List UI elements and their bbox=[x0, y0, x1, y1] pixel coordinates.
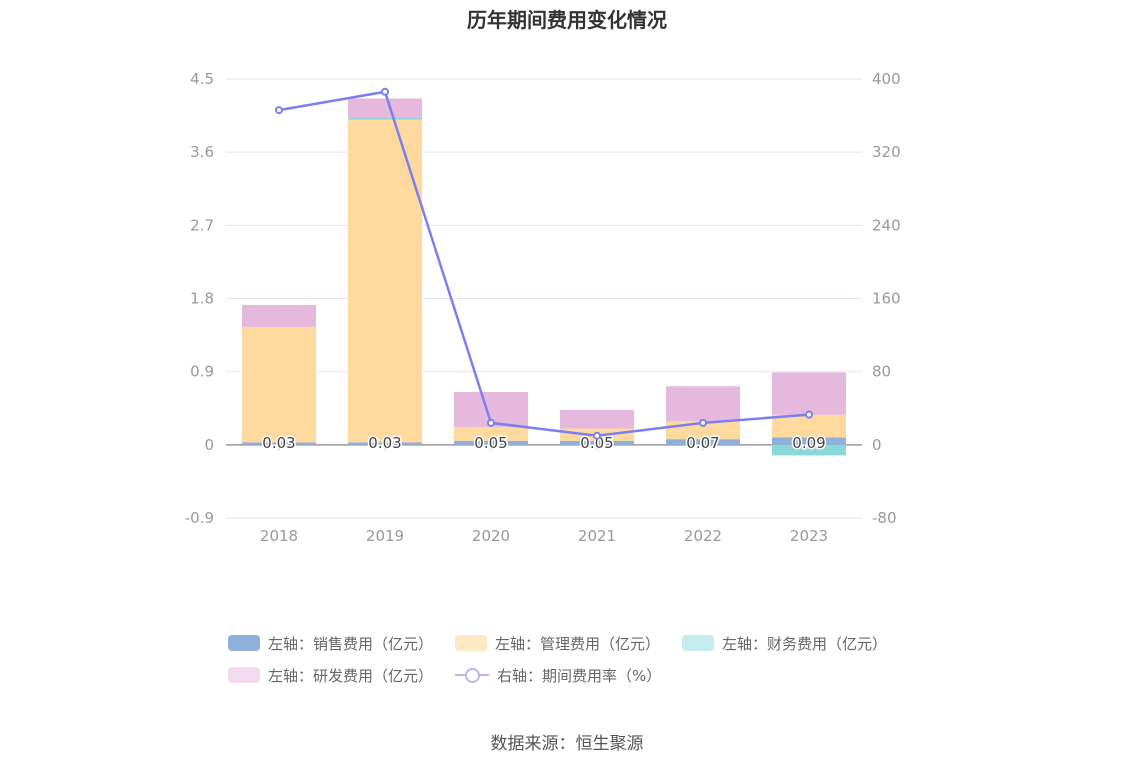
data-label: 0.03 bbox=[368, 434, 401, 452]
bar-segment bbox=[666, 386, 740, 422]
data-label: 0.05 bbox=[474, 434, 507, 452]
x-axis-tick-label: 2018 bbox=[260, 527, 298, 545]
legend-row-2: 左轴：研发费用（亿元） 右轴：期间费用率（%） bbox=[228, 664, 683, 686]
bar-segment bbox=[348, 117, 422, 120]
legend-swatch bbox=[228, 667, 260, 683]
bar-segment bbox=[348, 442, 422, 445]
bar-segment bbox=[772, 372, 846, 415]
right-axis-tick-label: 80 bbox=[872, 363, 891, 381]
bar-segment bbox=[348, 119, 422, 443]
rate-point bbox=[593, 431, 601, 440]
bar-segment bbox=[772, 444, 846, 456]
chart-plot: 4.5 400 3.6 320 2.7 240 1.8 160 0.9 80 0 0 -0.9 -80 20… bbox=[185, 70, 901, 545]
legend-label: 左轴：财务费用（亿元） bbox=[722, 634, 888, 653]
legend-item[interactable]: 左轴：管理费用（亿元） bbox=[455, 633, 660, 654]
legend-row-1: 左轴：销售费用（亿元） 左轴：管理费用（亿元） 左轴：财务费用（亿元） bbox=[228, 632, 909, 654]
bar-segment bbox=[666, 439, 740, 445]
bar-segment bbox=[454, 426, 528, 441]
rate-point bbox=[275, 106, 283, 115]
legend-item[interactable]: 右轴：期间费用率（%） bbox=[455, 665, 661, 686]
bar-segment bbox=[560, 409, 634, 429]
right-axis-tick-label: 160 bbox=[872, 290, 901, 308]
bar-segment bbox=[242, 442, 316, 445]
left-axis-tick-label: 0.9 bbox=[190, 363, 214, 381]
bar-segment bbox=[560, 440, 634, 445]
right-axis-tick-label: 240 bbox=[872, 216, 901, 234]
chart-title: 历年期间费用变化情况 bbox=[467, 8, 667, 32]
legend-label: 左轴：管理费用（亿元） bbox=[495, 634, 661, 653]
bar-segment bbox=[772, 414, 846, 438]
right-axis-tick-label: 0 bbox=[872, 436, 882, 454]
legend-swatch bbox=[228, 635, 260, 651]
bar-segment bbox=[242, 305, 316, 327]
legend-item[interactable]: 左轴：财务费用（亿元） bbox=[682, 633, 887, 654]
legend-swatch bbox=[682, 635, 715, 651]
rate-point bbox=[487, 418, 495, 427]
right-axis-tick-label: 320 bbox=[872, 143, 901, 161]
left-axis-tick-label: 2.7 bbox=[190, 216, 214, 234]
left-axis-tick-label: 1.8 bbox=[190, 290, 214, 308]
data-label: 0.05 bbox=[580, 434, 613, 452]
bar-segment bbox=[348, 98, 422, 118]
source-note: 数据来源：恒生聚源 bbox=[490, 734, 644, 754]
data-label: 0.07 bbox=[686, 434, 719, 452]
left-axis-tick-label: 0 bbox=[204, 436, 214, 454]
legend-item[interactable]: 左轴：研发费用（亿元） bbox=[228, 665, 433, 686]
legend-swatch bbox=[455, 635, 488, 651]
right-axis-tick-label: 400 bbox=[872, 70, 901, 88]
left-axis-tick-label: 3.6 bbox=[190, 143, 214, 161]
rate-point bbox=[381, 87, 389, 96]
bar-segment bbox=[772, 437, 846, 445]
x-axis-tick-label: 2021 bbox=[578, 527, 616, 545]
x-axis-tick-label: 2020 bbox=[472, 527, 510, 545]
data-label: 0.09 bbox=[792, 434, 825, 452]
bar-segment bbox=[454, 440, 528, 445]
legend-item[interactable]: 左轴：销售费用（亿元） bbox=[228, 633, 433, 654]
bar-segment bbox=[242, 326, 316, 443]
x-axis-tick-label: 2022 bbox=[684, 527, 722, 545]
legend-line-marker bbox=[455, 667, 490, 683]
left-axis-tick-label: 4.5 bbox=[190, 70, 214, 88]
legend-label: 左轴：销售费用（亿元） bbox=[268, 634, 434, 653]
data-label: 0.03 bbox=[262, 434, 295, 452]
left-axis-tick-label: -0.9 bbox=[185, 509, 214, 527]
rate-line bbox=[278, 90, 810, 437]
right-axis-tick-label: -80 bbox=[872, 509, 897, 527]
x-axis-tick-label: 2023 bbox=[790, 527, 828, 545]
legend-label: 右轴：期间费用率（%） bbox=[497, 666, 662, 685]
rate-point bbox=[699, 418, 707, 427]
x-axis-tick-label: 2019 bbox=[366, 527, 404, 545]
rate-point bbox=[805, 410, 813, 419]
legend-label: 左轴：研发费用（亿元） bbox=[268, 666, 434, 685]
